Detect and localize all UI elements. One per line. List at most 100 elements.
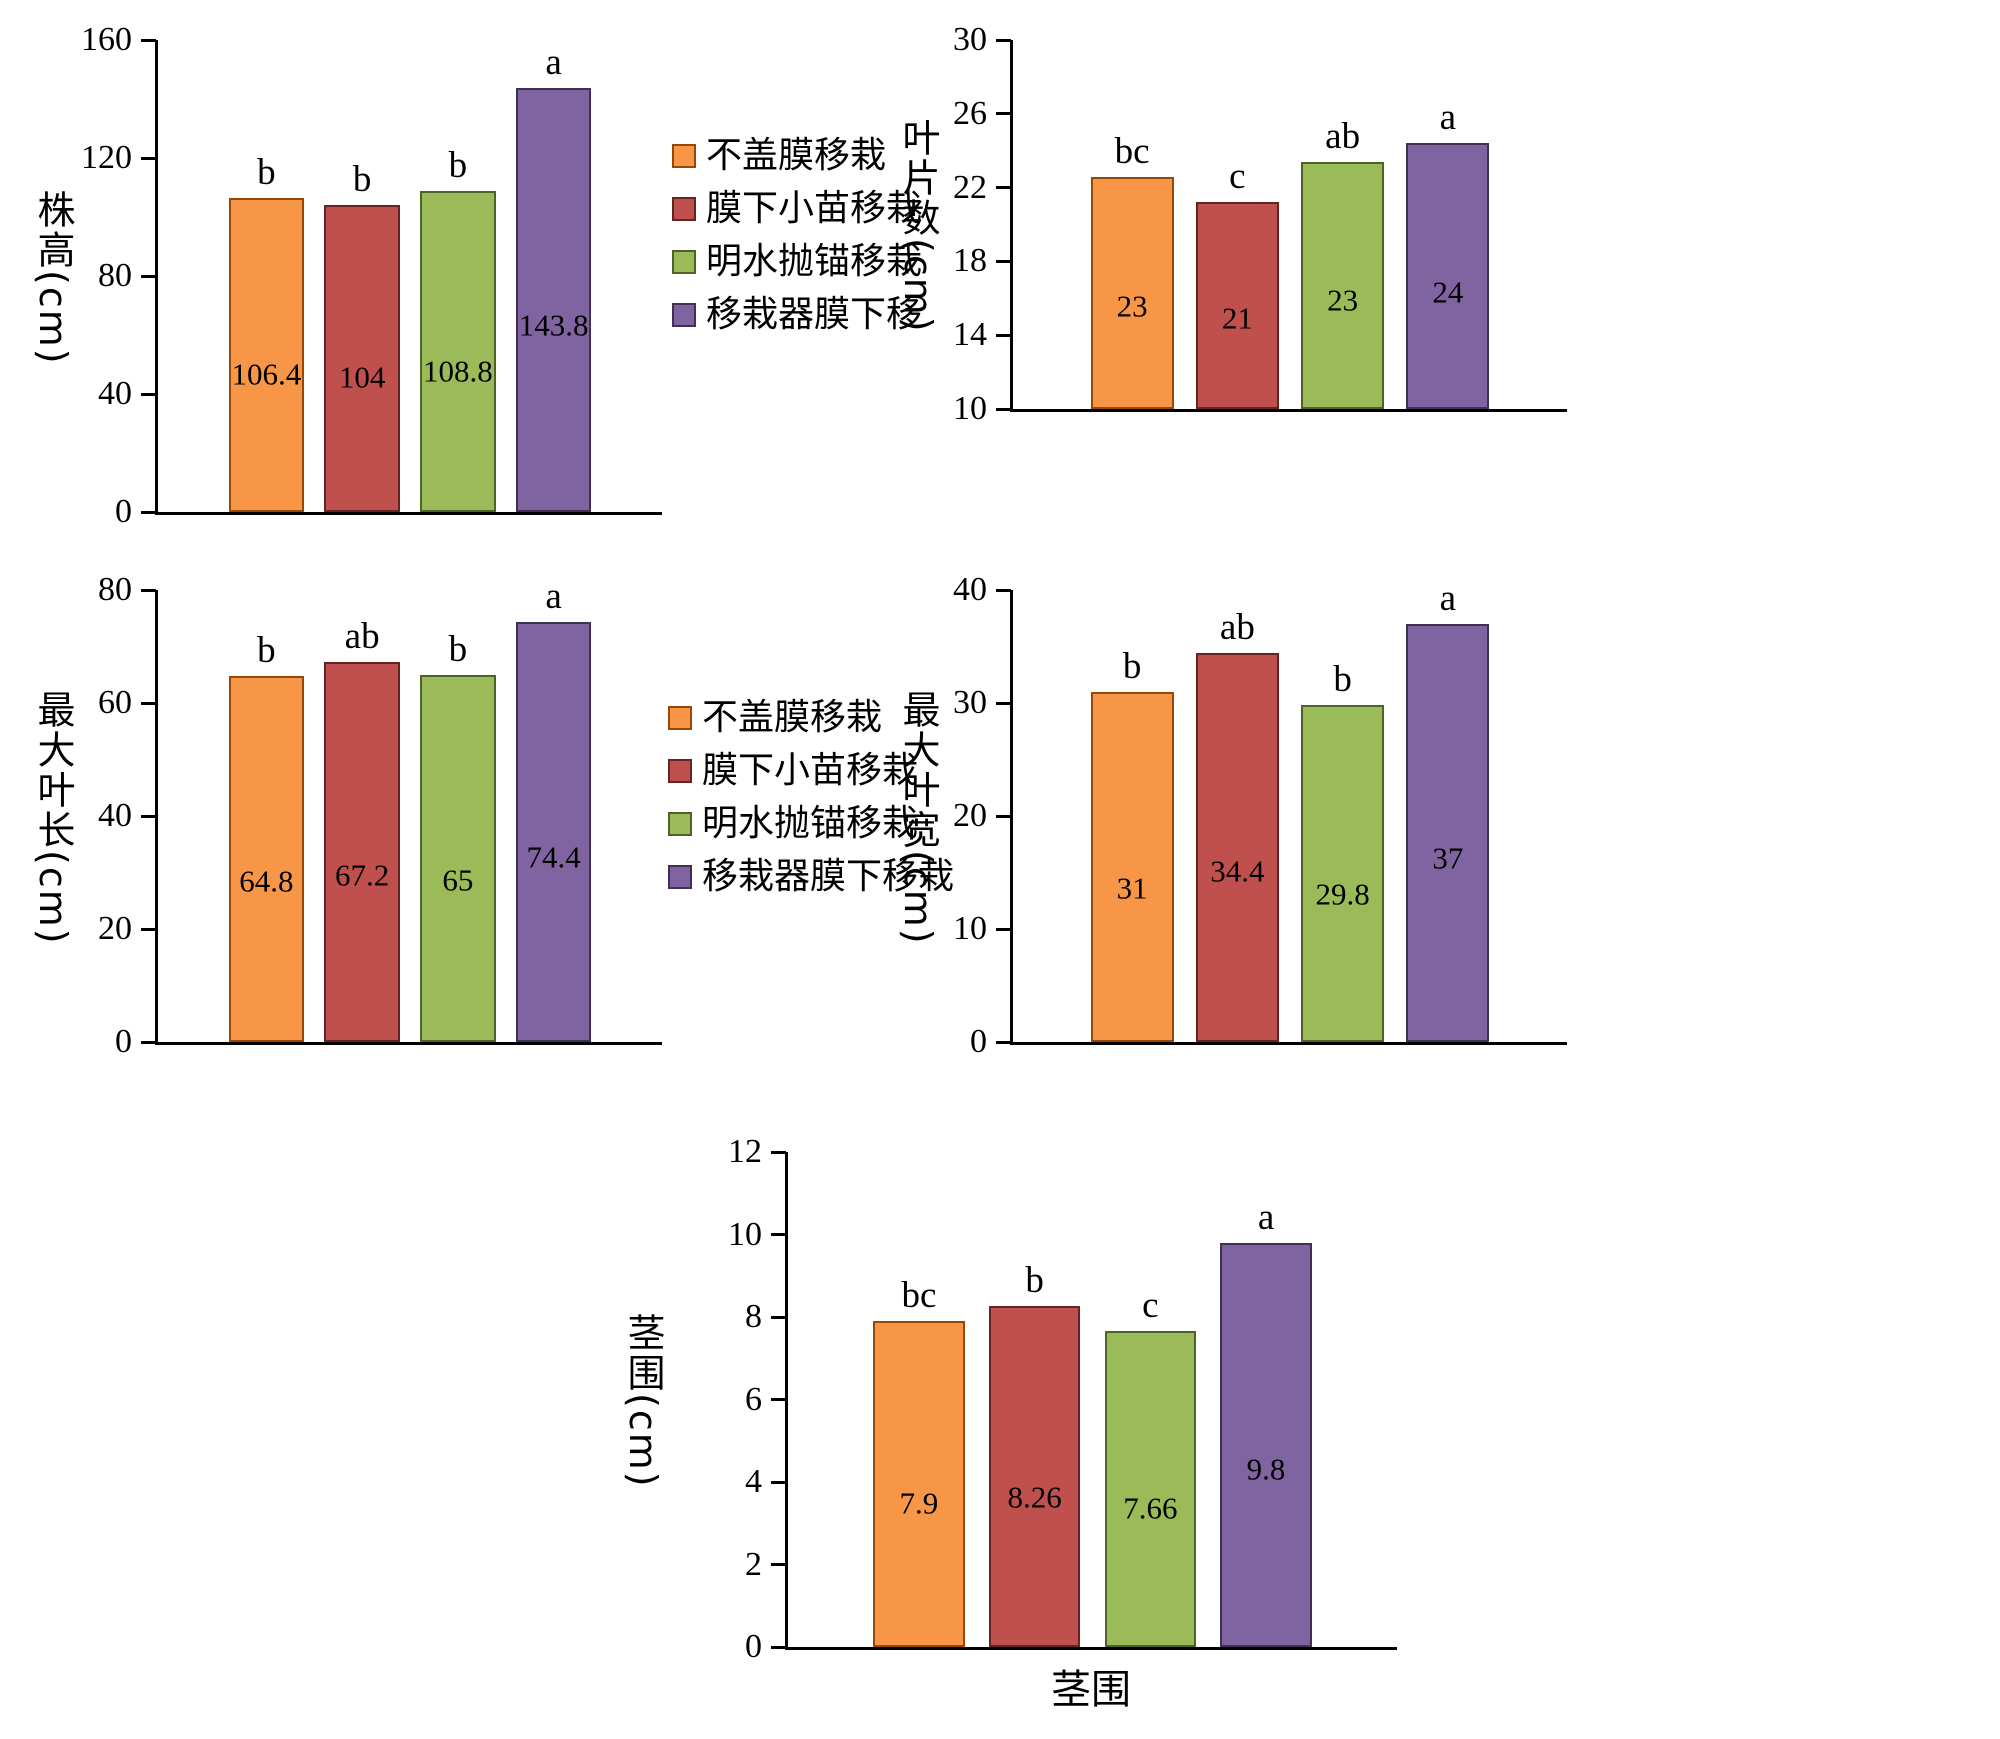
significance-letter: bc [1114,130,1150,172]
bar-stem-girth-1: 7.9 bc [873,1277,965,1647]
y-tick-mark [771,1233,786,1236]
y-tick-mark [996,701,1011,705]
y-tick-label: 60 [98,684,132,721]
y-tick-label: 26 [953,94,987,132]
y-tick-label: 10 [728,1215,762,1253]
y-tick-label: 40 [98,797,132,834]
legend-item: 移栽器膜下移 [672,297,922,333]
y-tick-mark [996,333,1011,337]
bar-value-label: 108.8 [423,353,493,389]
y-tick-mark [771,1398,786,1401]
bar-value-label: 31 [1116,870,1148,906]
plot-area: 0 20 40 60 80 64.8 b 67.2 ab 65 b 74.4 a [98,573,662,1059]
y-tick-mark [996,588,1011,592]
y-axis-title: 叶片数(cm) [896,118,940,334]
significance-letter: b [1122,645,1142,687]
chart-max-leaf-length: 最大叶长(cm) 0 20 40 60 80 64.8 b 67.2 ab 65 b 74.4 a [25,562,670,1067]
y-tick-mark [771,1150,786,1154]
y-tick-label: 12 [728,1133,762,1170]
y-tick-mark [771,1480,786,1484]
bar-value-label: 37 [1432,840,1464,876]
significance-letter: a [545,575,562,617]
significance-letter: a [1439,577,1457,619]
significance-letter: ab [1219,607,1255,649]
significance-letter: b [1333,659,1352,701]
y-tick-mark [141,927,156,931]
bar-plant-height-2: 104 b [324,161,400,512]
y-tick-mark [996,38,1011,42]
y-tick-mark [996,112,1011,116]
significance-letter: ab [344,616,380,658]
y-tick-label: 0 [970,1023,987,1060]
y-tick-label: 40 [953,571,987,608]
bar-plant-height-3: 108.8 b [420,147,496,512]
y-axis-title: 株高(cm) [31,189,75,366]
y-tick-label: 4 [745,1463,762,1500]
bar-max-leaf-width-2: 34.4 ab [1195,609,1279,1042]
legend-swatch [672,303,696,327]
bar-value-label: 24 [1432,274,1464,310]
y-tick-mark [141,156,156,160]
legend-label: 膜下小苗移栽 [702,750,919,791]
y-tick-label: 20 [98,910,132,947]
bar-value-label: 34.4 [1210,853,1265,889]
significance-letter: b [257,152,276,194]
bar-stem-girth-3: 7.66 c [1104,1287,1197,1647]
bar-max-leaf-length-3: 65 b [420,631,496,1042]
significance-letter: c [1142,1285,1159,1327]
y-tick-label: 30 [953,21,987,58]
y-tick-label: 0 [115,1023,132,1060]
y-tick-mark [996,186,1011,190]
y-tick-mark [141,392,156,396]
chart-stem-girth: 茎围(cm) 0 2 4 6 8 10 12 7.9 bc 8.26 b 7.66 c 9.8 a 茎围 [615,1118,1405,1738]
y-tick-label: 0 [115,493,132,530]
y-tick-label: 120 [81,139,132,176]
legend-top: 不盖膜移栽膜下小苗移栽 明水抛锚移栽移栽器膜下移 [672,138,922,333]
bar-value-label: 64.8 [239,863,294,899]
legend-label: 不盖膜移栽 [702,697,883,738]
bar-value-label: 23 [1327,282,1359,318]
y-tick-mark [141,274,156,278]
y-tick-mark [996,259,1011,263]
legend-label: 移栽器膜下移栽 [702,856,955,897]
bar-value-label: 74.4 [526,839,581,875]
y-tick-mark [996,927,1011,931]
y-tick-mark [771,1645,786,1649]
significance-letter: b [352,159,372,201]
significance-letter: b [257,629,276,671]
legend-label: 膜下小苗移栽 [706,188,923,229]
legend-swatch [668,812,692,836]
legend-item: 明水抛锚移栽 [668,806,954,842]
chart-plant-height: 株高(cm) 0 40 80 120 160 106.4 b 104 b 108.8 b 143.8 a [25,12,670,537]
significance-letter: b [1025,1260,1044,1302]
bar-max-leaf-length-1: 64.8 b [228,632,305,1042]
bar-leaf-number-2: 21 c [1195,158,1279,409]
y-tick-mark [996,1040,1011,1044]
bar-max-leaf-width-4: 37 a [1406,580,1490,1042]
y-tick-mark [771,1315,786,1319]
bar-value-label: 143.8 [518,307,589,343]
y-tick-label: 0 [745,1628,762,1665]
bar-value-label: 23 [1116,288,1148,324]
plot-area: 0 40 80 120 160 106.4 b 104 b 108.8 b 143.8 a [81,23,662,529]
legend-label: 明水抛锚移栽 [706,241,923,282]
legend-swatch [668,706,692,730]
y-tick-label: 18 [953,242,987,280]
legend-item: 不盖膜移栽 [672,138,922,174]
bar-leaf-number-3: 23 ab [1301,118,1385,409]
y-tick-mark [141,814,156,818]
plot-area: 10 14 18 22 26 30 23 bc 21 c 23 ab 24 a [953,23,1567,426]
significance-letter: a [1439,97,1457,139]
legend-item: 膜下小苗移栽 [668,753,954,789]
y-axis-title: 最大叶长(cm) [31,689,75,946]
plot-area: 0 10 20 30 40 31 b 34.4 ab 29.8 b 37 a [953,573,1567,1059]
y-tick-label: 14 [953,316,987,354]
y-tick-mark [141,701,156,705]
y-tick-label: 8 [745,1298,762,1335]
bar-value-label: 7.9 [899,1485,939,1521]
bar-leaf-number-1: 23 bc [1090,133,1174,409]
y-tick-label: 80 [98,257,132,294]
legend-label: 不盖膜移栽 [706,135,887,176]
bar-max-leaf-length-2: 67.2 ab [324,618,400,1042]
